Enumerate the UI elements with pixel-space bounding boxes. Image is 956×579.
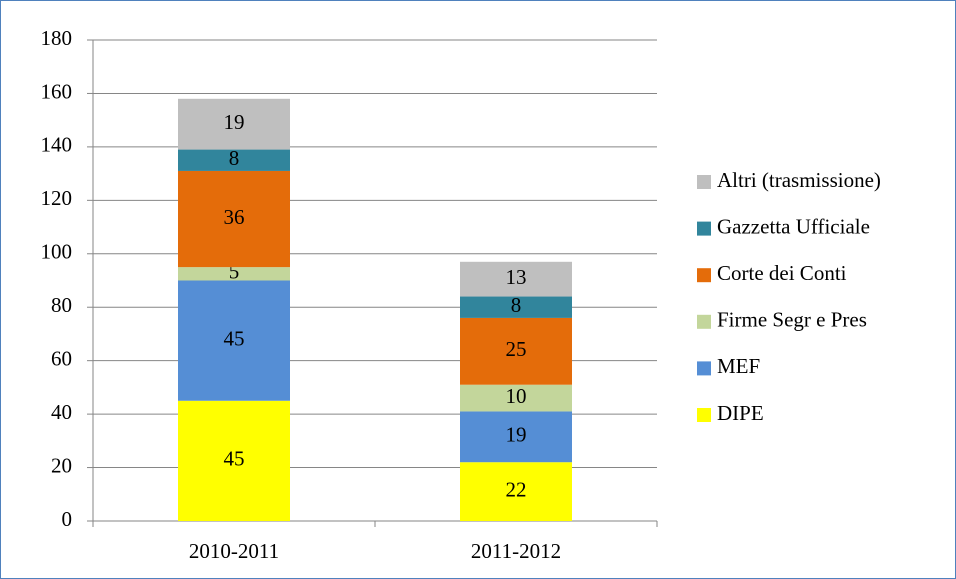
y-tick-label: 60 xyxy=(51,346,72,370)
y-tick-label: 100 xyxy=(41,240,73,264)
data-label: 13 xyxy=(506,265,527,289)
legend-swatch xyxy=(697,221,711,236)
y-tick-label: 140 xyxy=(41,133,73,157)
bar-segment xyxy=(178,400,290,521)
legend-label: MEF xyxy=(717,354,760,378)
legend-label: Corte dei Conti xyxy=(717,261,847,285)
data-label: 45 xyxy=(224,326,245,350)
bar-segment xyxy=(460,384,572,412)
data-label: 8 xyxy=(229,146,240,170)
legend-swatch xyxy=(697,408,711,422)
legend-label: Altri (trasmissione) xyxy=(717,168,881,192)
legend-label: DIPE xyxy=(717,401,764,425)
x-tick-label: 2010-2011 xyxy=(189,539,279,563)
bar-segment xyxy=(460,317,572,385)
y-tick-label: 20 xyxy=(51,453,72,477)
legend-swatch xyxy=(697,361,711,376)
legend-swatch xyxy=(697,175,711,189)
bar-segment xyxy=(178,170,290,268)
y-tick-label: 0 xyxy=(62,507,73,531)
data-label: 19 xyxy=(506,423,527,447)
y-tick-label: 180 xyxy=(41,26,73,50)
bar-segment xyxy=(460,462,572,521)
data-label: 5 xyxy=(229,260,240,284)
data-label: 10 xyxy=(506,384,527,408)
bar-segment xyxy=(178,98,290,150)
data-label: 25 xyxy=(506,337,527,361)
data-label: 45 xyxy=(224,447,245,471)
data-label: 36 xyxy=(224,205,245,229)
legend-label: Firme Segr e Pres xyxy=(717,308,867,332)
bar-segment xyxy=(178,267,290,281)
legend-swatch xyxy=(697,268,711,283)
data-label: 19 xyxy=(224,110,245,134)
y-tick-label: 160 xyxy=(41,79,73,103)
bar-segment xyxy=(460,261,572,297)
bar-segment xyxy=(460,411,572,463)
x-tick-label: 2011-2012 xyxy=(471,539,561,563)
legend-swatch xyxy=(697,314,711,329)
y-tick-label: 40 xyxy=(51,400,72,424)
bar-segment xyxy=(178,149,290,171)
data-label: 22 xyxy=(506,477,527,501)
data-label: 8 xyxy=(511,293,522,317)
y-tick-label: 80 xyxy=(51,293,72,317)
bar-segment xyxy=(460,296,572,318)
legend-label: Gazzetta Ufficiale xyxy=(717,214,870,238)
bar-segment xyxy=(178,280,290,401)
y-tick-label: 120 xyxy=(41,186,73,210)
